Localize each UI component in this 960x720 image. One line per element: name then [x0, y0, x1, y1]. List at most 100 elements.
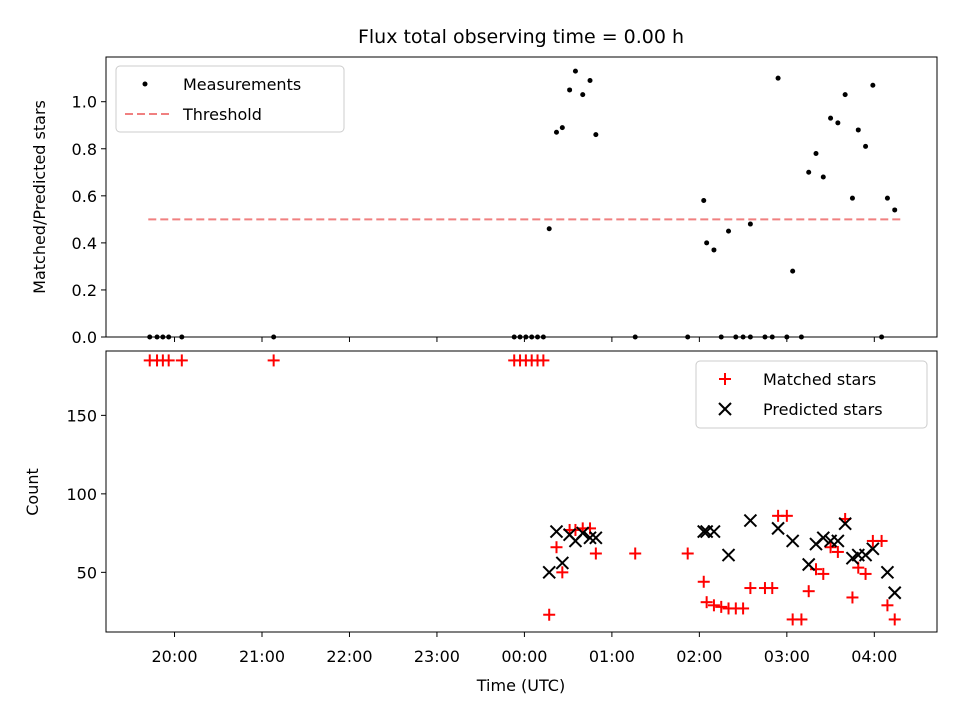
- y-tick-label: 150: [66, 406, 97, 425]
- measurement-point: [567, 87, 573, 93]
- x-tick-label: 00:00: [501, 647, 547, 666]
- matched-star-point: [817, 567, 830, 580]
- count-x-ticks: 20:00 21:00 22:00 23:00 00:00 01:00 02:00 03:00…: [151, 632, 897, 666]
- ratio-legend-box: [115, 65, 345, 133]
- predicted-star-point: [771, 521, 785, 536]
- count-y-axis-label: Count: [23, 468, 42, 516]
- legend-label-threshold: Threshold: [182, 105, 262, 124]
- count-panel: 50 100 150 20:00 21:00 22:00 23:00 00:00 01:00 0…: [23, 350, 938, 695]
- matched-star-point: [881, 599, 894, 612]
- legend-label-measurements: Measurements: [183, 75, 301, 94]
- legend-marker-measurements: [142, 81, 148, 87]
- measurement-point: [884, 195, 890, 201]
- predicted-star-point: [785, 534, 800, 548]
- matched-star-point: [888, 613, 901, 626]
- predicted-star-point: [816, 531, 830, 545]
- matched-star-point: [681, 547, 694, 560]
- legend-label-matched: Matched stars: [763, 370, 876, 389]
- measurement-point: [587, 78, 593, 84]
- y-tick-label: 50: [77, 563, 97, 582]
- measurement-point: [704, 240, 710, 246]
- ratio-panel: 0.0 0.2 0.4 0.6 0.8 1.0 Matched/Predicted sta…: [30, 56, 938, 347]
- predicted-star-point: [707, 524, 721, 539]
- matched-star-point: [556, 566, 569, 579]
- measurement-point: [711, 247, 717, 253]
- measurement-point: [863, 143, 869, 149]
- matched-star-point: [543, 608, 556, 621]
- matched-star-point: [780, 509, 793, 522]
- measurement-point: [775, 75, 781, 81]
- matched-star-point: [589, 547, 602, 560]
- matched-star-point: [831, 545, 844, 558]
- matched-star-point: [162, 354, 175, 367]
- x-axis-label: Time (UTC): [476, 676, 565, 695]
- y-tick-label: 0.4: [72, 234, 97, 253]
- y-tick-label: 0.8: [72, 140, 97, 159]
- predicted-star-point: [801, 557, 816, 572]
- matched-star-point: [707, 599, 720, 612]
- ratio-y-axis-label: Matched/Predicted stars: [30, 100, 49, 294]
- legend-marker-matched: [719, 373, 731, 385]
- matched-star-point: [537, 354, 550, 367]
- predicted-star-point: [838, 516, 852, 531]
- y-tick-label: 100: [66, 485, 97, 504]
- predicted-star-point: [583, 531, 597, 545]
- predicted-star-point: [576, 526, 590, 540]
- matched-star-point: [267, 354, 280, 367]
- y-tick-label: 0.2: [72, 281, 97, 300]
- measurement-point: [813, 150, 819, 156]
- measurement-point: [747, 221, 753, 227]
- measurement-point: [593, 132, 599, 138]
- matched-star-point: [737, 602, 750, 615]
- measurement-point: [870, 82, 876, 88]
- legend-label-predicted: Predicted stars: [763, 400, 883, 419]
- measurement-point: [828, 115, 834, 121]
- matched-star-point: [629, 547, 642, 560]
- ratio-x-ticks: [174, 337, 875, 342]
- y-tick-label: 0.6: [72, 187, 97, 206]
- count-points: [143, 354, 902, 626]
- measurement-point: [580, 92, 586, 98]
- ratio-plot-frame: [105, 56, 938, 338]
- measurement-point: [820, 174, 826, 180]
- count-legend: Matched stars Predicted stars: [695, 360, 928, 429]
- predicted-star-point: [589, 531, 603, 545]
- predicted-star-point: [555, 556, 570, 570]
- predicted-star-point: [697, 524, 711, 539]
- predicted-star-point: [743, 513, 758, 528]
- x-tick-label: 20:00: [151, 647, 197, 666]
- matched-star-point: [715, 600, 728, 613]
- measurement-point: [701, 198, 707, 204]
- count-plot-frame: [105, 350, 938, 633]
- matched-star-point: [802, 585, 815, 598]
- matched-star-point: [824, 541, 837, 554]
- predicted-star-point: [721, 548, 736, 562]
- measurement-point: [790, 268, 796, 274]
- matched-star-point: [766, 582, 779, 595]
- measurement-point: [892, 207, 898, 213]
- measurement-point: [546, 226, 552, 232]
- matched-star-point: [550, 541, 563, 554]
- x-tick-label: 02:00: [676, 647, 722, 666]
- predicted-star-point: [549, 524, 564, 539]
- measurement-point: [726, 228, 732, 234]
- predicted-star-point: [866, 542, 880, 556]
- x-tick-label: 03:00: [764, 647, 810, 666]
- measurement-point: [559, 125, 565, 131]
- y-tick-label: 0.0: [72, 328, 97, 347]
- count-y-ticks: 50 100 150: [66, 406, 106, 582]
- x-tick-label: 21:00: [239, 647, 285, 666]
- legend-marker-predicted: [718, 402, 732, 416]
- measurement-point: [572, 68, 578, 74]
- x-tick-label: 23:00: [414, 647, 460, 666]
- x-tick-label: 01:00: [589, 647, 635, 666]
- measurement-point: [835, 120, 841, 126]
- matched-star-point: [700, 596, 713, 609]
- measurement-point: [842, 92, 848, 98]
- matched-star-point: [175, 354, 188, 367]
- y-tick-label: 1.0: [72, 93, 97, 112]
- x-tick-label: 04:00: [851, 647, 897, 666]
- predicted-star-point: [888, 586, 902, 600]
- matched-star-point: [744, 582, 757, 595]
